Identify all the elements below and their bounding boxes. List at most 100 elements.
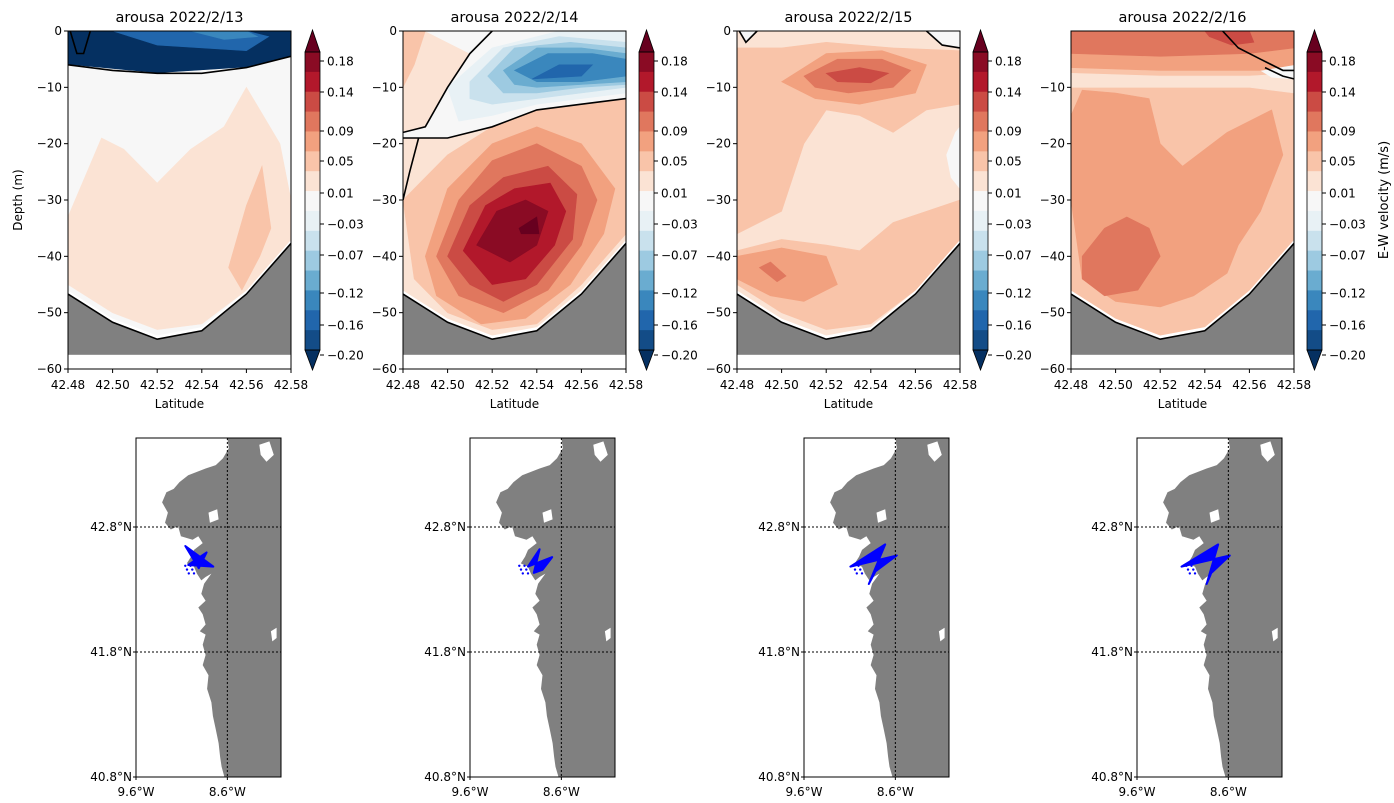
inlet bbox=[938, 627, 945, 642]
colorbar-tick-label: 0.09 bbox=[661, 125, 688, 139]
colorbar-tick-label: −0.03 bbox=[661, 218, 698, 232]
inlet bbox=[1189, 590, 1198, 605]
particle bbox=[192, 572, 196, 575]
colorbar-band bbox=[639, 151, 654, 172]
zero-contour-2 bbox=[925, 31, 960, 49]
contour-band-16 bbox=[532, 64, 594, 80]
seabed-line bbox=[68, 242, 291, 341]
seabed-line bbox=[403, 242, 626, 341]
y-tick-label: −10 bbox=[1040, 80, 1065, 94]
y-tick-label: −20 bbox=[372, 137, 397, 151]
colorbar-tick-label: 0.18 bbox=[1329, 55, 1356, 69]
colorbar-band bbox=[305, 91, 320, 113]
map-frame bbox=[803, 437, 950, 778]
colorbar-band bbox=[973, 71, 988, 93]
inlet bbox=[179, 627, 186, 642]
x-tick-label: 42.52 bbox=[809, 378, 843, 392]
y-tick-label: −60 bbox=[37, 362, 62, 376]
contour-band-8 bbox=[476, 199, 549, 263]
zero-contour-3 bbox=[403, 137, 420, 201]
lat-label: 40.8°N bbox=[424, 770, 466, 784]
x-tick-label: 42.56 bbox=[898, 378, 932, 392]
x-tick-label: 42.58 bbox=[943, 378, 977, 392]
x-tick-label: 42.54 bbox=[854, 378, 888, 392]
contour-band-9 bbox=[518, 216, 540, 235]
particle-cluster bbox=[849, 543, 898, 585]
inlet bbox=[1260, 441, 1275, 462]
colorbar-band bbox=[305, 330, 320, 351]
colorbar-band bbox=[1307, 270, 1322, 291]
colorbar-tick-label: 0.14 bbox=[661, 86, 688, 100]
colorbar-frame bbox=[638, 51, 655, 351]
colorbar-tick-label: 0.18 bbox=[661, 55, 688, 69]
colorbar-band bbox=[305, 310, 320, 331]
colorbar-frame bbox=[972, 51, 989, 351]
colorbar-band bbox=[639, 91, 654, 113]
x-tick-label: 42.54 bbox=[520, 378, 554, 392]
lat-label: 40.8°N bbox=[1091, 770, 1133, 784]
lon-label: 9.6°W bbox=[452, 785, 489, 799]
y-tick-label: −40 bbox=[37, 249, 62, 263]
colorbar-tick-label: −0.03 bbox=[995, 218, 1032, 232]
colorbar-tick-label: 0.14 bbox=[1329, 86, 1356, 100]
panel-title: arousa 2022/2/14 bbox=[451, 10, 579, 26]
colorbar-band bbox=[1307, 91, 1322, 113]
panel-title: arousa 2022/2/16 bbox=[1119, 10, 1247, 26]
colorbar-band bbox=[973, 290, 988, 311]
particle bbox=[1192, 568, 1195, 571]
x-tick-label: 42.50 bbox=[95, 378, 129, 392]
colorbar-tick-label: −0.16 bbox=[661, 319, 698, 333]
inlet bbox=[1180, 627, 1187, 642]
colorbar-band bbox=[973, 250, 988, 272]
colorbar-band bbox=[1307, 111, 1322, 132]
particle-map-2: 42.8°N 41.8°N 40.8°N9.6°W 8.6°W bbox=[424, 437, 616, 799]
colorbar-tick-label: 0.18 bbox=[327, 55, 354, 69]
colorbar-tick-label: 0.01 bbox=[327, 187, 354, 201]
lat-label: 41.8°N bbox=[90, 645, 132, 659]
contour-band-2 bbox=[403, 31, 426, 88]
colorbar-frame bbox=[1306, 51, 1323, 351]
colorbar-min-arrow bbox=[1306, 349, 1323, 372]
contour-band-4 bbox=[190, 31, 259, 40]
inlet bbox=[1271, 627, 1278, 642]
lat-label: 41.8°N bbox=[758, 645, 800, 659]
x-axis-label: Latitude bbox=[1158, 397, 1207, 411]
bottom-strip bbox=[403, 354, 626, 369]
colorbar-tick-label: −0.20 bbox=[1329, 349, 1366, 363]
contour-band-8 bbox=[737, 247, 838, 302]
colorbar-band bbox=[639, 230, 654, 252]
seabed-line bbox=[737, 242, 960, 341]
inlet bbox=[522, 590, 531, 605]
colorbar-tick-label: 0.01 bbox=[661, 187, 688, 201]
colorbar-band bbox=[639, 330, 654, 351]
x-tick-label: 42.50 bbox=[764, 378, 798, 392]
colorbar-band bbox=[305, 131, 320, 152]
particle bbox=[1188, 572, 1192, 575]
particle-cluster bbox=[1180, 543, 1231, 585]
x-axis-label: Latitude bbox=[824, 397, 873, 411]
zero-contour-1 bbox=[403, 31, 493, 134]
x-tick-label: 42.56 bbox=[1232, 378, 1266, 392]
x-tick-label: 42.48 bbox=[1054, 378, 1088, 392]
section-panel-4: arousa 2022/2/16 42.48 42.50 42.52 42.54 42.5… bbox=[1040, 10, 1366, 411]
x-tick-label: 42.50 bbox=[430, 378, 464, 392]
contour-band-11 bbox=[758, 261, 787, 283]
particle bbox=[860, 572, 864, 575]
inlet bbox=[1209, 509, 1220, 523]
lat-label: 40.8°N bbox=[90, 770, 132, 784]
colorbar-band bbox=[639, 290, 654, 311]
inlet bbox=[513, 627, 520, 642]
colorbar-band bbox=[639, 111, 654, 132]
colorbar-max-arrow bbox=[1306, 28, 1323, 53]
inlet bbox=[188, 590, 197, 605]
colorbar-band bbox=[305, 191, 320, 212]
particle bbox=[1186, 568, 1190, 571]
inlet bbox=[876, 509, 887, 523]
particle bbox=[852, 564, 855, 567]
y-tick-label: −30 bbox=[1040, 193, 1065, 207]
colorbar-band bbox=[305, 210, 320, 232]
y-tick-label: −50 bbox=[1040, 306, 1065, 320]
panel-title: arousa 2022/2/13 bbox=[116, 10, 244, 26]
y-tick-label: −50 bbox=[37, 306, 62, 320]
